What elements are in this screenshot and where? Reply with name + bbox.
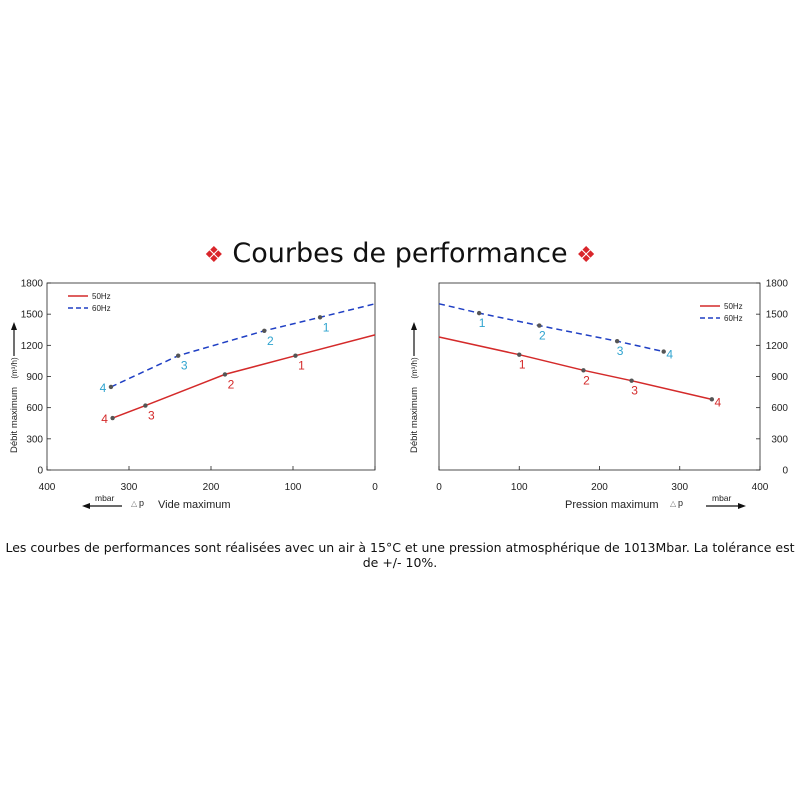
y-tick-label: 1200 (766, 341, 789, 352)
page-title: ❖ Courbes de performance ❖ (0, 238, 800, 269)
x-tick-label: 400 (752, 482, 769, 493)
x-axis-unit: mbar (712, 493, 732, 503)
footnote: Les courbes de performances sont réalisé… (5, 540, 795, 570)
y-tick-label: 1800 (766, 279, 789, 290)
y-axis-unit: (m³/h) (410, 357, 419, 379)
x-tick-label: 200 (591, 482, 608, 493)
data-point (317, 315, 323, 320)
data-point-label: 3 (181, 359, 188, 373)
y-tick-label: 300 (771, 434, 788, 445)
x-tick-label: 400 (39, 482, 56, 493)
legend-label: 60Hz (92, 304, 111, 313)
data-point-label: 1 (298, 359, 305, 373)
data-point-label: 4 (100, 381, 107, 395)
y-tick-label: 900 (771, 372, 788, 383)
data-point-label: 3 (617, 344, 624, 358)
ornament-left-icon: ❖ (204, 243, 224, 268)
data-point (222, 372, 228, 377)
data-point (476, 310, 482, 316)
y-tick-label: 300 (26, 434, 43, 445)
page-title-text: Courbes de performance (232, 238, 568, 269)
x-tick-label: 100 (285, 482, 302, 493)
legend-label: 50Hz (92, 292, 111, 301)
data-point (709, 397, 715, 402)
series-line-50Hz (438, 336, 712, 401)
data-point-label: 3 (148, 409, 155, 423)
y-tick-label: 600 (26, 403, 43, 414)
data-point (176, 353, 181, 358)
data-point-label: 3 (631, 384, 638, 398)
x-axis-unit: mbar (95, 493, 115, 503)
y-tick-label: 1500 (766, 310, 789, 321)
legend-label: 50Hz (724, 302, 743, 311)
data-point (629, 378, 634, 383)
y-tick-label: 600 (771, 403, 788, 414)
x-tick-label: 200 (203, 482, 220, 493)
data-point-label: 4 (715, 395, 722, 409)
y-tick-label: 900 (26, 372, 43, 383)
data-point-label: 2 (267, 334, 274, 348)
series-line-50Hz (112, 334, 376, 419)
plot-frame (438, 282, 761, 471)
data-point-label: 1 (519, 358, 526, 372)
x-tick-label: 100 (511, 482, 528, 493)
data-point (293, 353, 298, 358)
y-axis-arrow-icon (411, 322, 417, 330)
x-tick-label: 0 (372, 482, 378, 493)
x-tick-label: 300 (121, 482, 138, 493)
data-point-label: 1 (479, 316, 486, 330)
x-axis-symbol: p (139, 498, 144, 508)
y-tick-label: 1200 (21, 341, 44, 352)
y-axis-label: Débit maximum (409, 387, 420, 453)
data-point (110, 415, 115, 421)
data-point (537, 323, 542, 328)
data-point (614, 338, 620, 344)
data-point (581, 368, 586, 373)
y-axis-unit: (m³/h) (10, 357, 19, 379)
data-point (108, 384, 114, 390)
data-point-label: 4 (101, 412, 108, 426)
y-tick-label: 1500 (21, 310, 44, 321)
x-tick-label: 0 (436, 482, 442, 493)
data-point-label: 4 (666, 348, 673, 362)
x-axis-arrow-icon (82, 503, 90, 509)
x-axis-label: Vide maximum (158, 499, 231, 511)
delta-icon: △ (670, 499, 677, 508)
data-point-label: 2 (228, 377, 235, 391)
data-point (143, 403, 148, 408)
delta-icon: △ (131, 499, 138, 508)
legend-label: 60Hz (724, 314, 743, 323)
ornament-right-icon: ❖ (576, 243, 596, 268)
vacuum-performance-chart: 0 300 600 900 1200 1500 1800 400 300 200 100 0 Débit… (9, 279, 378, 512)
y-axis-label: Débit maximum (9, 387, 20, 453)
x-axis-arrow-icon (738, 503, 746, 509)
x-axis-symbol: p (678, 498, 683, 508)
data-point-label: 2 (583, 373, 590, 387)
pressure-performance-chart: 0 300 600 900 1200 1500 1800 0 100 200 300 400 Débit… (409, 279, 789, 512)
x-tick-label: 300 (671, 482, 688, 493)
data-point (262, 328, 267, 333)
y-tick-label: 0 (782, 466, 788, 477)
data-point-label: 2 (539, 329, 546, 343)
data-point (517, 352, 522, 357)
y-tick-label: 1800 (21, 279, 44, 290)
x-axis-label: Pression maximum (565, 499, 659, 511)
y-axis-arrow-icon (11, 322, 17, 330)
y-tick-label: 0 (37, 466, 43, 477)
data-point-label: 1 (323, 320, 330, 334)
data-point (661, 349, 666, 354)
